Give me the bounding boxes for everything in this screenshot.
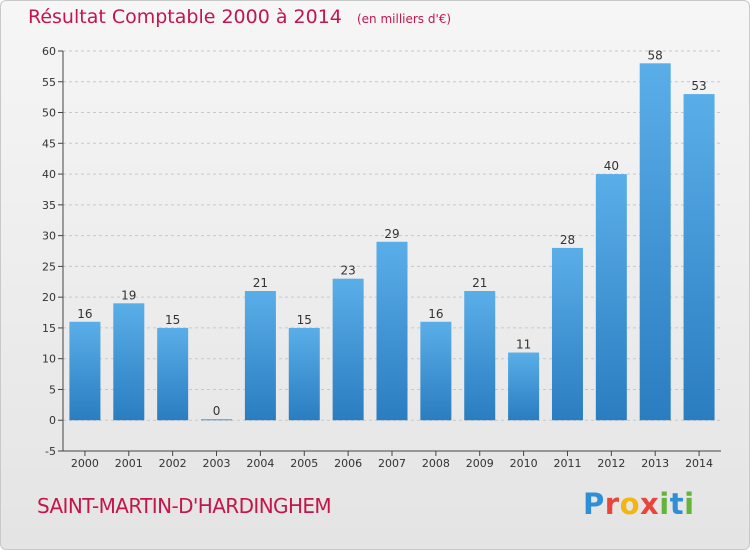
data-label-2003: 0 — [213, 404, 221, 418]
bars — [69, 63, 715, 421]
x-tick-label: 2006 — [334, 457, 362, 470]
data-label-2000: 16 — [77, 307, 92, 321]
y-tick-label: 30 — [42, 230, 56, 243]
data-label-2004: 21 — [253, 276, 268, 290]
y-tick-label: 35 — [42, 199, 56, 212]
x-tick-label: 2005 — [290, 457, 318, 470]
x-tick-label: 2007 — [378, 457, 406, 470]
x-tick-label: 2002 — [159, 457, 187, 470]
data-label-2005: 15 — [297, 313, 312, 327]
data-label-2012: 40 — [604, 159, 619, 173]
y-tick-label: 5 — [49, 383, 56, 396]
data-label-2006: 23 — [340, 264, 355, 278]
x-tick-label: 2004 — [246, 457, 274, 470]
data-label-2009: 21 — [472, 276, 487, 290]
bar-2013 — [639, 63, 671, 421]
bar-2001 — [113, 303, 145, 421]
x-tick-label: 2011 — [553, 457, 581, 470]
x-tick-label: 2013 — [641, 457, 669, 470]
logo-letter: o — [619, 487, 641, 521]
y-tick-label: 60 — [42, 45, 56, 58]
y-tick-label: 45 — [42, 137, 56, 150]
y-tick-label: 0 — [49, 414, 56, 427]
x-tick-label: 2003 — [203, 457, 231, 470]
data-label-2001: 19 — [121, 288, 136, 302]
axes: -5 0 5 10 15 20 25 30 35 40 45 50 55 60 2000 2001 2002 20… — [42, 45, 721, 470]
bar-2003 — [201, 419, 233, 421]
y-tick-label: -5 — [45, 445, 56, 458]
x-tick-label: 2009 — [466, 457, 494, 470]
data-label-2010: 11 — [516, 338, 531, 352]
y-tick-label: 25 — [42, 260, 56, 273]
x-tick-label: 2008 — [422, 457, 450, 470]
bar-2011 — [551, 247, 583, 421]
data-label-2013: 58 — [648, 48, 663, 62]
logo-letter: x — [640, 487, 660, 521]
bar-2014 — [683, 94, 715, 421]
data-label-2008: 16 — [428, 307, 443, 321]
bar-2007 — [376, 241, 408, 421]
y-tick-label: 20 — [42, 291, 56, 304]
data-label-2007: 29 — [384, 227, 399, 241]
logo-letter: P — [583, 487, 605, 521]
chart-subtitle: (en milliers d'€) — [356, 12, 452, 26]
y-tick-label: 15 — [42, 322, 56, 335]
x-tick-label: 2012 — [597, 457, 625, 470]
commune-name: SAINT-MARTIN-D'HARDINGHEM — [37, 494, 332, 518]
logo-letter: i — [684, 487, 695, 521]
data-labels: 16 19 15 0 21 15 23 29 16 21 11 28 40 58 53 — [77, 48, 706, 418]
y-tick-label: 40 — [42, 168, 56, 181]
chart-title: Résultat Comptable 2000 à 2014 — [28, 6, 342, 28]
bar-2002 — [157, 327, 189, 421]
x-tick-label: 2000 — [71, 457, 99, 470]
bar-2010 — [508, 352, 540, 421]
data-label-2011: 28 — [560, 233, 575, 247]
y-tick-label: 10 — [42, 353, 56, 366]
logo-letter: i — [659, 487, 670, 521]
logo-letter: t — [669, 487, 685, 521]
bar-2004 — [244, 291, 276, 421]
logo-letter: r — [604, 487, 620, 521]
data-label-2002: 15 — [165, 313, 180, 327]
y-tick-label: 55 — [42, 76, 56, 89]
x-tick-label: 2014 — [685, 457, 713, 470]
title-row: Résultat Comptable 2000 à 2014 (en milli… — [28, 6, 451, 28]
bar-2005 — [288, 327, 320, 421]
proxiti-logo: Proxiti — [583, 487, 695, 521]
bar-2008 — [420, 321, 452, 421]
bar-2000 — [69, 321, 101, 421]
bar-2012 — [595, 174, 627, 421]
y-tick-label: 50 — [42, 107, 56, 120]
x-tick-label: 2010 — [510, 457, 538, 470]
x-tick-label: 2001 — [115, 457, 143, 470]
bar-2009 — [464, 291, 496, 421]
bar-2006 — [332, 278, 364, 421]
data-label-2014: 53 — [691, 79, 706, 93]
